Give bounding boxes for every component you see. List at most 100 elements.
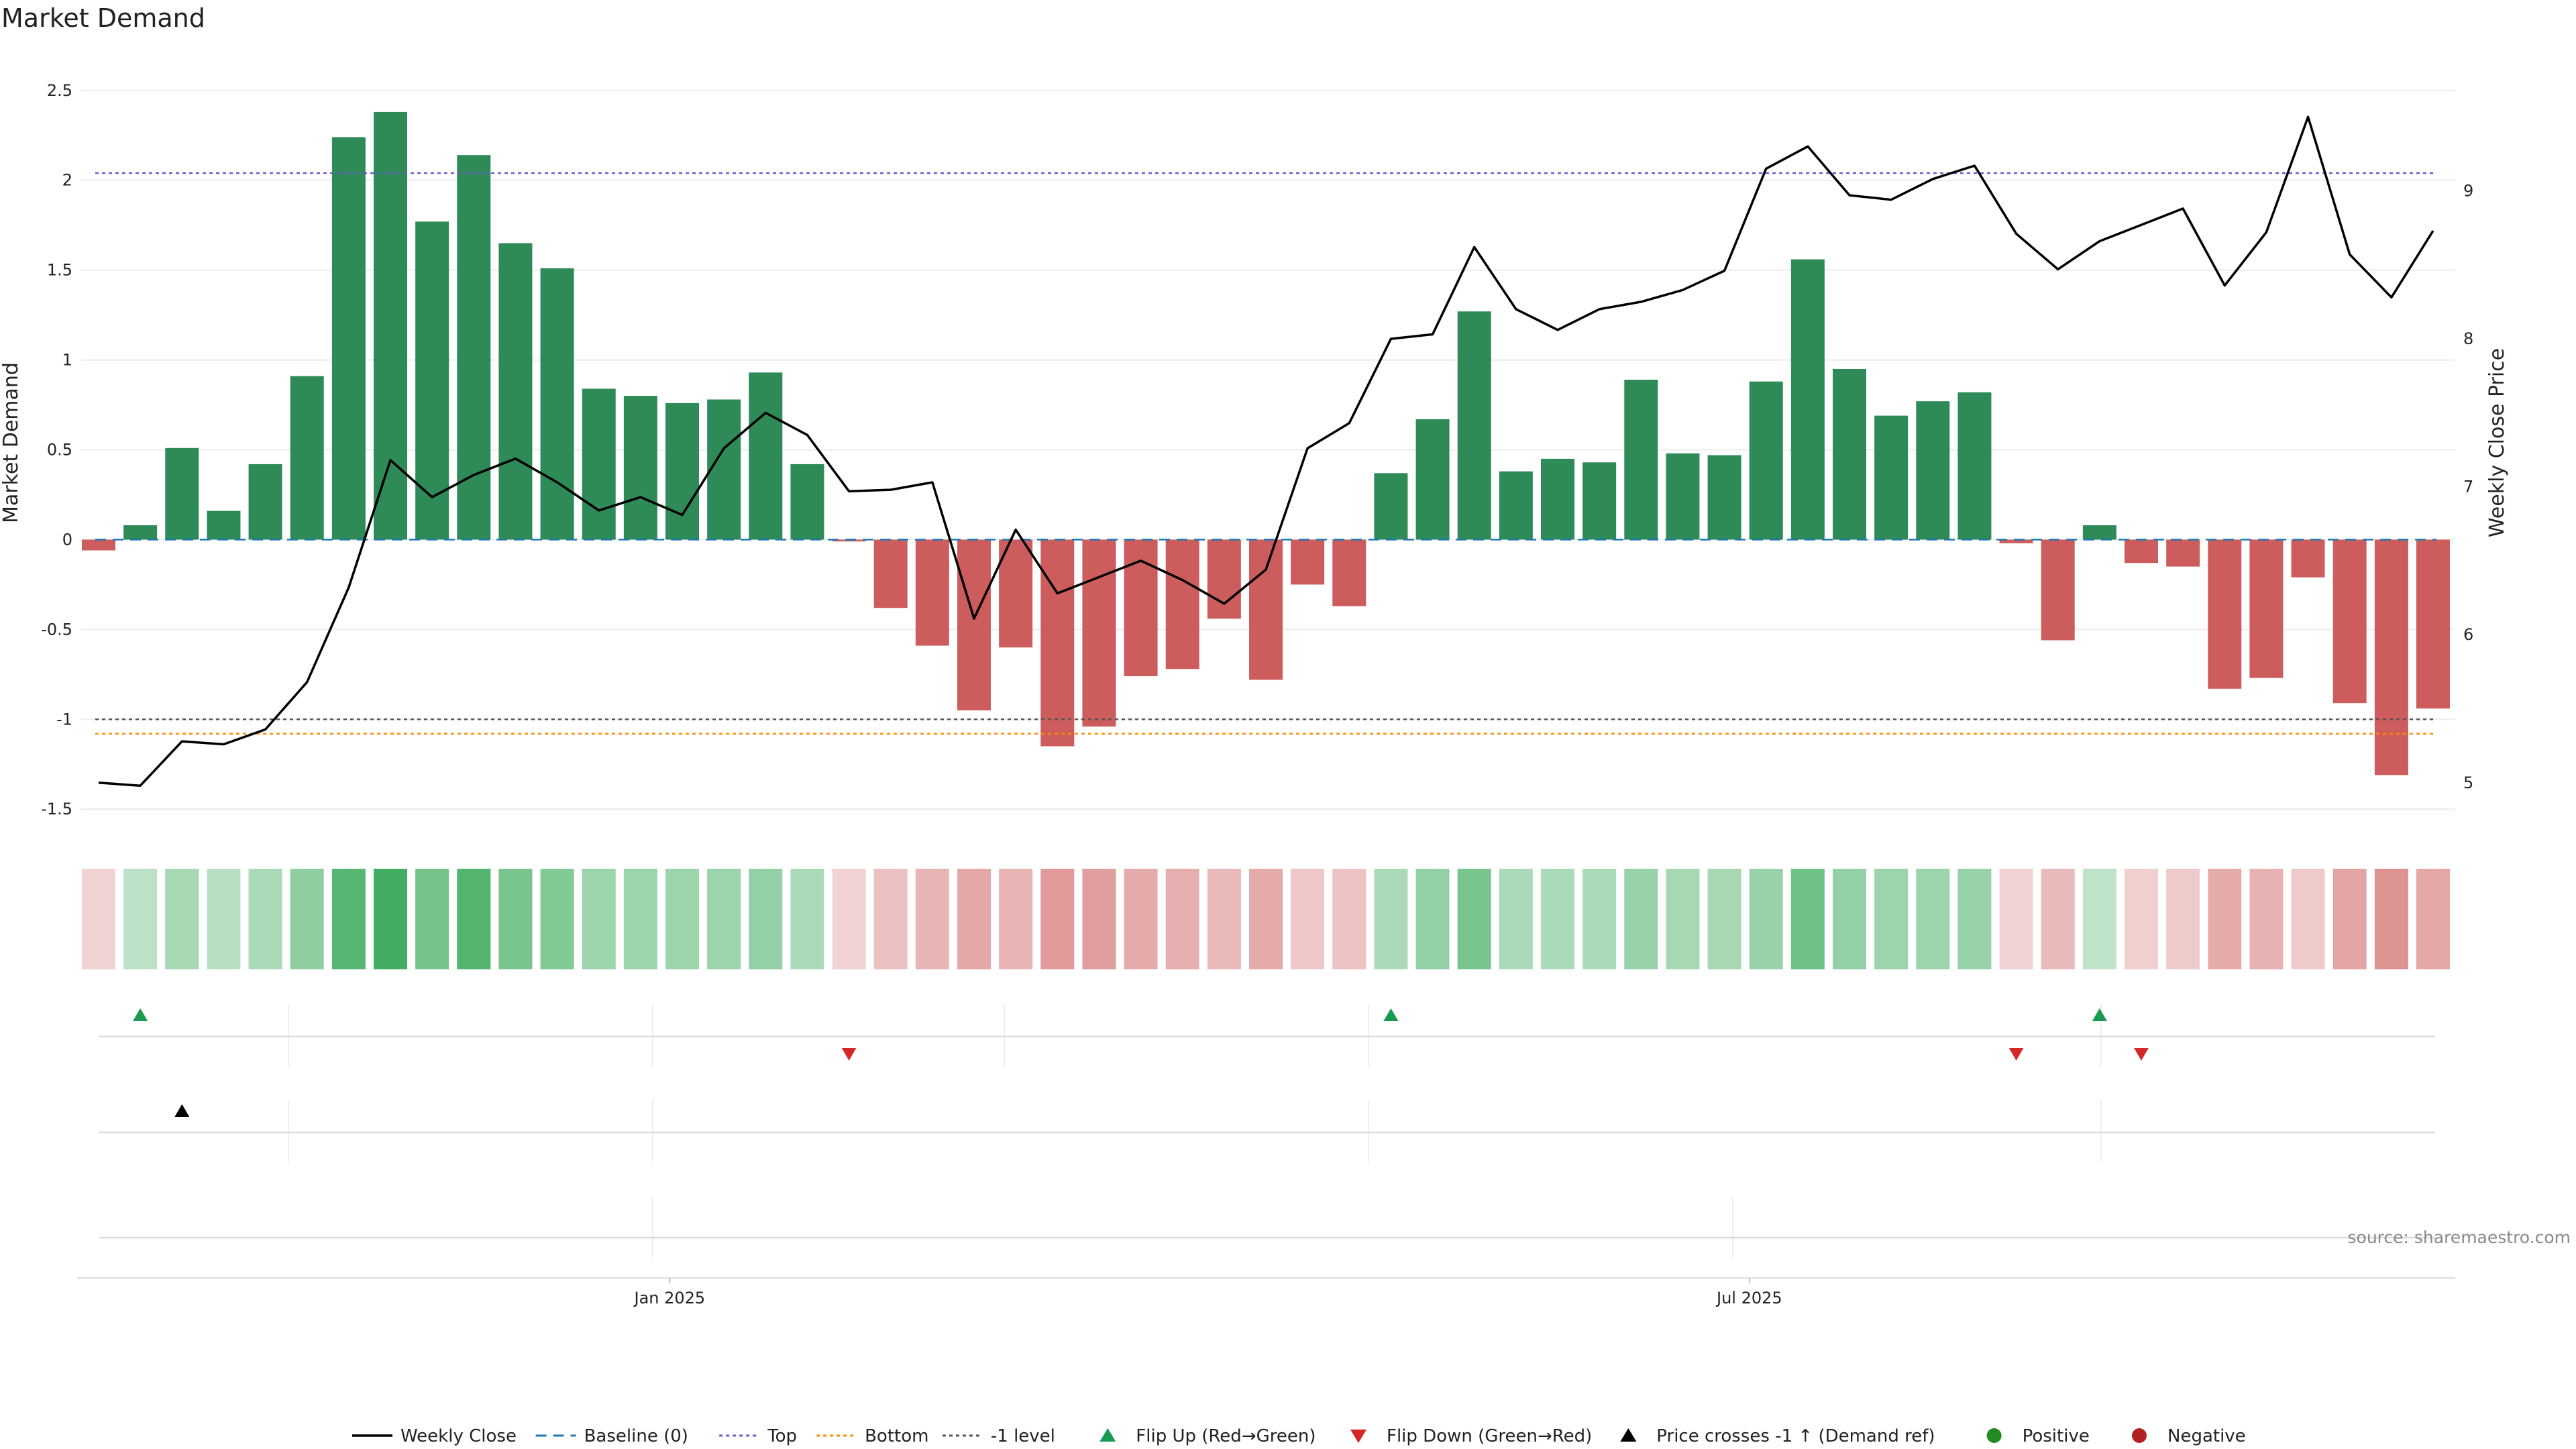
intensity-cell xyxy=(957,869,991,969)
y2-tick-label: 7 xyxy=(2463,478,2473,496)
demand-bar xyxy=(665,402,699,540)
intensity-cell xyxy=(1666,869,1700,969)
price-cross-marker xyxy=(174,1104,190,1117)
legend-label: Top xyxy=(767,1426,797,1446)
flip-up-marker xyxy=(2092,1008,2107,1021)
intensity-cell xyxy=(207,869,241,969)
intensity-cell xyxy=(1457,869,1491,969)
demand-bar xyxy=(582,388,616,540)
demand-bar xyxy=(1374,473,1408,540)
y2-tick-label: 8 xyxy=(2463,329,2473,348)
demand-bar xyxy=(1165,539,1199,669)
intensity-cell xyxy=(540,869,574,969)
intensity-cell xyxy=(248,869,282,969)
intensity-cell xyxy=(873,869,908,969)
demand-bar xyxy=(2082,525,2116,540)
demand-bar xyxy=(1249,539,1283,680)
intensity-cell xyxy=(1541,869,1574,969)
demand-bar xyxy=(2208,539,2242,689)
legend-label: Weekly Close xyxy=(400,1426,517,1446)
demand-bar xyxy=(2374,539,2408,775)
legend-swatch-circle xyxy=(1986,1428,2002,1443)
demand-bar xyxy=(1666,453,1700,540)
intensity-cell xyxy=(832,869,866,969)
demand-bar xyxy=(749,372,783,540)
intensity-cell xyxy=(2166,869,2200,969)
demand-bar xyxy=(1790,259,1825,540)
demand-bar xyxy=(873,539,908,608)
demand-bar xyxy=(1457,311,1491,540)
demand-bar xyxy=(1415,419,1450,540)
legend-label: Flip Down (Green→Red) xyxy=(1387,1426,1592,1446)
demand-bar xyxy=(1707,455,1741,540)
source-note: source: sharemaestro.com xyxy=(2348,1228,2571,1247)
intensity-cell xyxy=(1624,869,1658,969)
y2-tick-label: 5 xyxy=(2463,773,2473,792)
legend-label: Flip Up (Red→Green) xyxy=(1136,1426,1316,1446)
intensity-cell xyxy=(1957,869,1992,969)
demand-bar xyxy=(374,111,407,540)
reference-lines xyxy=(95,172,2436,735)
demand-bar xyxy=(1040,539,1075,747)
intensity-cell xyxy=(374,869,407,969)
intensity-cell xyxy=(1749,869,1783,969)
demand-bar xyxy=(165,447,199,540)
demand-bar xyxy=(2166,539,2200,567)
y-axis-title: Market Demand xyxy=(0,362,23,523)
demand-bar xyxy=(2125,539,2158,564)
demand-bar xyxy=(2291,539,2325,578)
flip-up-marker xyxy=(133,1008,148,1021)
intensity-strip xyxy=(82,869,2450,969)
demand-bar xyxy=(207,511,241,540)
demand-bar xyxy=(1541,458,1574,540)
intensity-cell xyxy=(2208,869,2242,969)
legend-label: -1 level xyxy=(991,1426,1055,1446)
demand-bar xyxy=(1624,380,1658,540)
intensity-cell xyxy=(623,869,657,969)
intensity-cell xyxy=(2416,869,2450,969)
demand-bar xyxy=(2416,539,2450,709)
intensity-cell xyxy=(1707,869,1741,969)
demand-bar xyxy=(540,268,574,540)
intensity-cell xyxy=(2041,869,2075,969)
demand-bar xyxy=(1999,539,2033,543)
intensity-cell xyxy=(1207,869,1241,969)
intensity-cell xyxy=(1040,869,1075,969)
demand-bar xyxy=(331,137,366,540)
signal-panels xyxy=(99,1004,2435,1258)
legend-label: Negative xyxy=(2167,1426,2246,1446)
demand-bar xyxy=(915,539,949,646)
intensity-cell xyxy=(1790,869,1825,969)
intensity-cell xyxy=(1165,869,1199,969)
y2-axis-title: Weekly Close Price xyxy=(2485,348,2509,537)
legend-swatch-triangle-up xyxy=(1620,1428,1637,1442)
y-tick-label: 2.5 xyxy=(47,81,72,100)
intensity-cell xyxy=(582,869,616,969)
x-tick-label: Jan 2025 xyxy=(633,1289,706,1307)
legend-label: Baseline (0) xyxy=(584,1426,688,1446)
y-axis-ticks: -1.5 -1 -0.5 0 0.5 1 1.5 2 2.5 xyxy=(41,81,72,818)
demand-bar xyxy=(1874,415,1909,540)
intensity-cell xyxy=(790,869,824,969)
x-axis: Jan 2025 Jul 2025 xyxy=(77,1277,2455,1307)
intensity-cell xyxy=(2332,869,2367,969)
demand-bar xyxy=(1833,368,1866,540)
price-line-layer xyxy=(98,115,2434,787)
intensity-cell xyxy=(749,869,783,969)
intensity-cell xyxy=(82,869,115,969)
intensity-cell xyxy=(2374,869,2408,969)
intensity-cell xyxy=(1833,869,1866,969)
demand-bar xyxy=(623,396,657,540)
intensity-cell xyxy=(1874,869,1909,969)
y-tick-label: 0 xyxy=(62,530,72,549)
legend-swatch-triangle-down xyxy=(1350,1430,1366,1443)
chart-title: Market Demand xyxy=(1,3,205,33)
demand-bar xyxy=(1207,539,1241,619)
demand-bar xyxy=(2249,539,2284,678)
intensity-cell xyxy=(1082,869,1116,969)
demand-bar xyxy=(290,376,324,540)
intensity-cell xyxy=(2249,869,2284,969)
demand-bar xyxy=(999,539,1033,648)
intensity-cell xyxy=(1999,869,2033,969)
